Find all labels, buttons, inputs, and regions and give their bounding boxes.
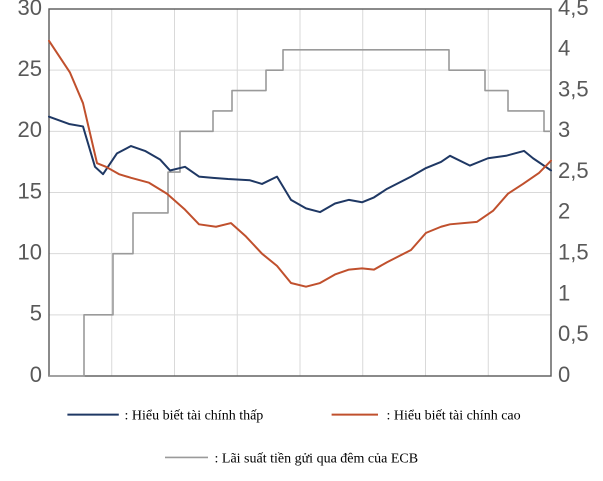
svg-text:4: 4 xyxy=(558,36,570,61)
svg-text:10: 10 xyxy=(18,239,42,264)
svg-text:5: 5 xyxy=(30,301,42,326)
svg-text:0: 0 xyxy=(558,362,570,387)
svg-text:25: 25 xyxy=(18,56,42,81)
svg-text:1,5: 1,5 xyxy=(558,239,589,264)
svg-text:2: 2 xyxy=(558,199,570,224)
svg-text:4,5: 4,5 xyxy=(558,0,589,20)
svg-text:3: 3 xyxy=(558,117,570,142)
svg-text:30: 30 xyxy=(18,0,42,20)
svg-text:15: 15 xyxy=(18,178,42,203)
svg-text:: Hiểu biết tài chính cao: : Hiểu biết tài chính cao xyxy=(387,409,521,424)
svg-text:: Lãi suất tiền gửi qua đêm củ: : Lãi suất tiền gửi qua đêm của ECB xyxy=(215,451,419,466)
svg-text:20: 20 xyxy=(18,117,42,142)
svg-text:1: 1 xyxy=(558,280,570,305)
svg-text:0,5: 0,5 xyxy=(558,321,589,346)
svg-text:0: 0 xyxy=(30,362,42,387)
svg-text:3,5: 3,5 xyxy=(558,76,589,101)
svg-text:: Hiểu biết tài chính thấp: : Hiểu biết tài chính thấp xyxy=(125,409,264,424)
svg-text:2,5: 2,5 xyxy=(558,158,589,183)
